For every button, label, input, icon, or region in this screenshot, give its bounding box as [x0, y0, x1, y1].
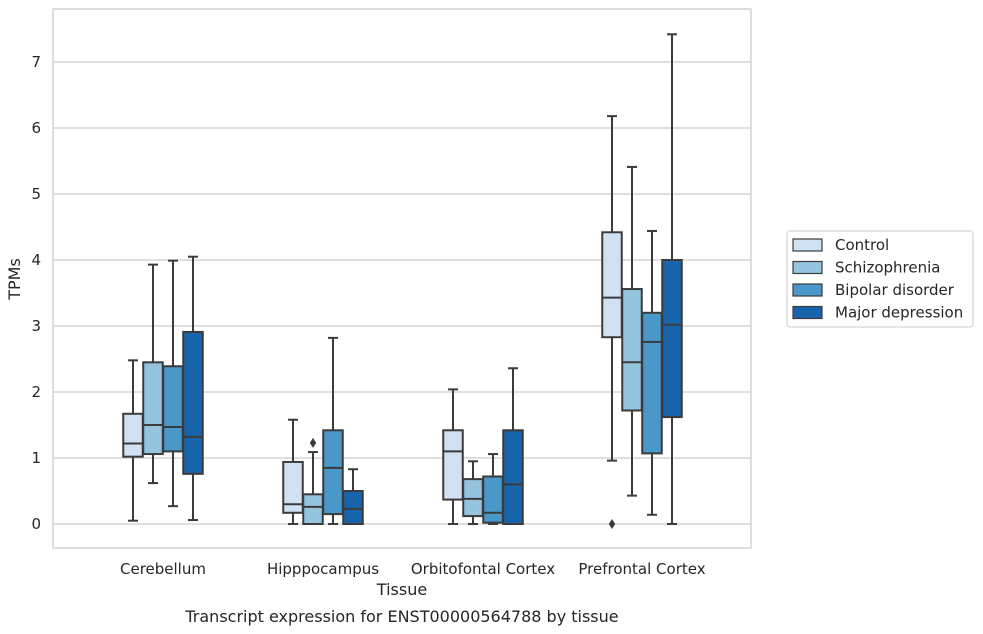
- y-tick-label: 6: [31, 119, 41, 137]
- legend-label: Major depression: [835, 304, 963, 322]
- legend-swatch: [792, 283, 823, 297]
- legend: Control Schizophrenia Bipolar disorder Majo…: [786, 230, 974, 328]
- box-iqr: [182, 330, 204, 475]
- box-control: [122, 359, 144, 522]
- box-bipolar-disorder: [482, 453, 504, 525]
- legend-label: Control: [835, 236, 889, 254]
- box-iqr: [661, 259, 683, 419]
- x-tick-label: Cerebellum: [120, 560, 206, 578]
- box-control: [601, 115, 623, 529]
- plot-area: [52, 8, 752, 549]
- box-schizophrenia: [302, 437, 324, 525]
- box-iqr: [122, 412, 144, 458]
- outlier-marker: [608, 519, 616, 529]
- x-tick-label: Prefrontal Cortex: [578, 560, 705, 578]
- box-control: [282, 418, 304, 525]
- y-tick-label: 0: [31, 515, 41, 533]
- boxes: [122, 33, 683, 529]
- legend-frame: [786, 230, 974, 328]
- x-tick-label: Hipppocampus: [267, 560, 379, 578]
- box-iqr: [502, 429, 524, 525]
- box-iqr: [162, 365, 184, 453]
- box-iqr: [322, 429, 344, 516]
- box-schizophrenia: [462, 460, 484, 525]
- box-iqr: [282, 460, 304, 514]
- box-bipolar-disorder: [162, 259, 184, 508]
- y-tick-label: 4: [31, 251, 41, 269]
- figure-caption: Transcript expression for ENST0000056478…: [184, 607, 618, 626]
- box-major-depression: [502, 367, 524, 525]
- x-tick-label: Orbitofontal Cortex: [411, 560, 555, 578]
- y-axis-label: TPMs: [5, 258, 24, 301]
- box-major-depression: [182, 255, 204, 522]
- y-tick-label: 1: [31, 449, 41, 467]
- legend-swatch: [792, 305, 823, 320]
- box-bipolar-disorder: [322, 336, 344, 525]
- box-major-depression: [342, 468, 364, 525]
- y-tick-label: 2: [31, 383, 41, 401]
- box-iqr: [442, 429, 464, 501]
- box-control: [442, 388, 464, 525]
- box-iqr: [302, 493, 324, 525]
- x-axis-label: Tissue: [376, 580, 427, 599]
- legend-label: Bipolar disorder: [835, 281, 955, 299]
- box-iqr: [342, 490, 364, 525]
- legend-swatch: [792, 260, 823, 275]
- outlier-marker: [309, 437, 317, 448]
- box-iqr: [462, 478, 484, 518]
- legend-label: Schizophrenia: [835, 259, 940, 277]
- box-major-depression: [661, 33, 683, 525]
- box-iqr: [641, 311, 663, 455]
- y-tick-label: 3: [31, 317, 41, 335]
- box-iqr: [142, 361, 164, 456]
- y-tick-label: 7: [31, 53, 41, 71]
- box-iqr: [601, 231, 623, 339]
- legend-swatch: [792, 238, 823, 252]
- box-iqr: [482, 475, 504, 524]
- box-iqr: [621, 288, 643, 412]
- y-tick-label: 5: [31, 185, 41, 203]
- legend-entries: Control Schizophrenia Bipolar disorder Majo…: [792, 236, 963, 322]
- y-tick-labels: 0 1 2 3 4 5 6 7: [31, 53, 41, 533]
- x-tick-labels: Cerebellum Hipppocampus Orbitofontal Corte…: [120, 560, 706, 578]
